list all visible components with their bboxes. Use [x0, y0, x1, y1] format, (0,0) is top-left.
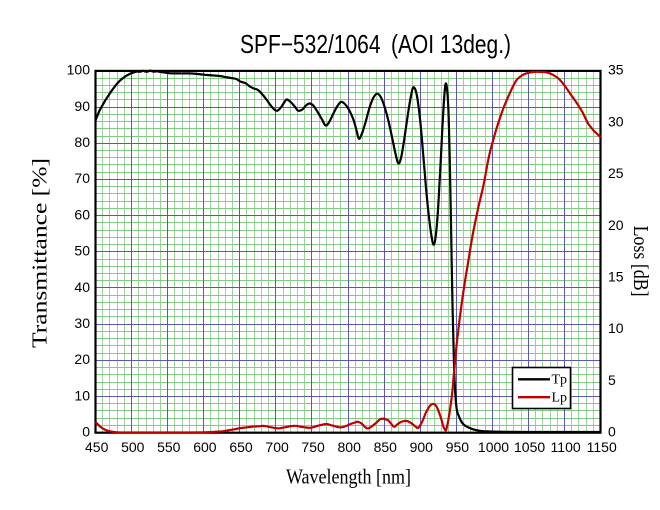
svg-text:70: 70 — [74, 170, 90, 186]
svg-text:650: 650 — [229, 439, 253, 455]
svg-text:15: 15 — [608, 268, 624, 284]
svg-text:600: 600 — [193, 439, 217, 455]
svg-text:5: 5 — [608, 372, 616, 388]
svg-text:500: 500 — [121, 439, 145, 455]
svg-text:30: 30 — [74, 315, 90, 331]
svg-text:35: 35 — [608, 62, 624, 78]
svg-text:SPF−532/1064 (AOI 13deg.): SPF−532/1064 (AOI 13deg.) — [240, 29, 511, 59]
svg-text:0: 0 — [608, 424, 616, 440]
svg-text:Tp: Tp — [552, 373, 568, 388]
svg-text:950: 950 — [446, 439, 470, 455]
svg-text:700: 700 — [265, 439, 289, 455]
svg-text:50: 50 — [74, 243, 90, 259]
svg-text:1050: 1050 — [514, 439, 545, 455]
svg-text:80: 80 — [74, 134, 90, 150]
svg-text:10: 10 — [608, 320, 624, 336]
svg-text:Wavelength [nm]: Wavelength [nm] — [286, 465, 411, 489]
svg-text:Transmittance [%]: Transmittance [%] — [28, 158, 52, 348]
svg-text:10: 10 — [74, 387, 90, 403]
svg-text:450: 450 — [85, 439, 109, 455]
svg-text:60: 60 — [74, 206, 90, 222]
svg-text:20: 20 — [608, 217, 624, 233]
svg-text:90: 90 — [74, 98, 90, 114]
svg-text:1100: 1100 — [551, 439, 581, 455]
svg-text:800: 800 — [338, 439, 362, 455]
svg-text:1000: 1000 — [478, 439, 509, 455]
svg-text:1150: 1150 — [587, 439, 617, 455]
svg-text:20: 20 — [74, 351, 90, 367]
svg-text:40: 40 — [74, 279, 90, 295]
svg-text:Loss [dB]: Loss [dB] — [629, 226, 653, 297]
svg-text:750: 750 — [301, 439, 325, 455]
svg-text:900: 900 — [410, 439, 434, 455]
svg-text:25: 25 — [608, 165, 624, 181]
svg-text:550: 550 — [157, 439, 181, 455]
svg-text:Lp: Lp — [552, 391, 568, 406]
svg-text:100: 100 — [67, 62, 91, 78]
svg-text:850: 850 — [374, 439, 398, 455]
svg-text:30: 30 — [608, 113, 624, 129]
svg-text:0: 0 — [82, 424, 90, 440]
